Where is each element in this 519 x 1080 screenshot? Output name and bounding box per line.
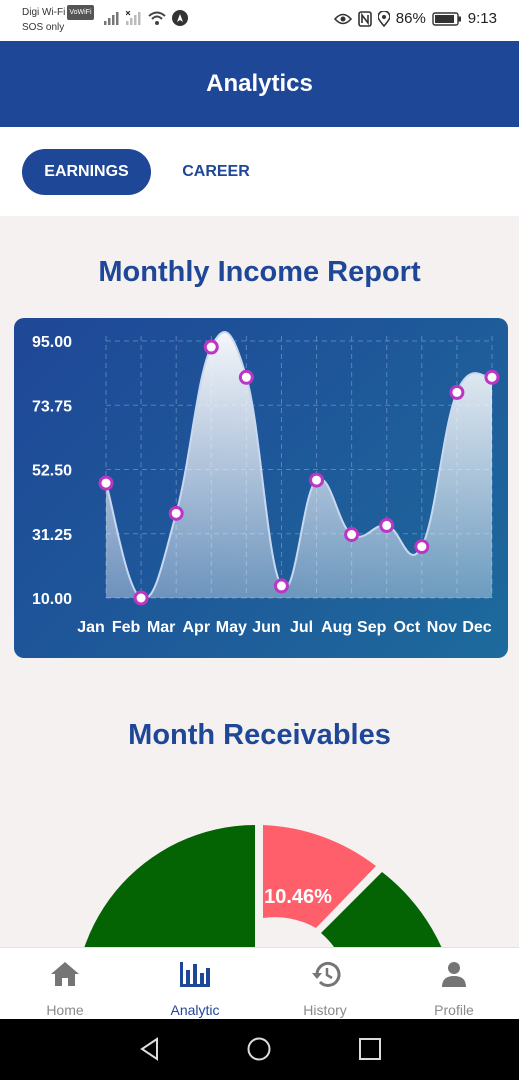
x-tick-label: Jul — [290, 619, 313, 636]
location-icon — [377, 10, 390, 27]
x-tick-label: Dec — [462, 619, 491, 636]
recents-icon[interactable] — [358, 1037, 382, 1061]
nav-home-label: Home — [46, 1002, 84, 1018]
y-tick-label: 73.75 — [32, 398, 72, 415]
tab-earnings[interactable]: EARNINGS — [22, 149, 151, 195]
receivables-segment-right[interactable] — [321, 872, 457, 948]
data-point-jun — [273, 578, 289, 594]
y-tick-label: 52.50 — [32, 463, 72, 480]
nav-analytic[interactable]: Analytic — [130, 948, 260, 1020]
carrier-name: Digi Wi-Fi — [22, 7, 66, 18]
wifi-icon — [148, 11, 166, 25]
nav-app-icon — [172, 10, 188, 26]
battery-percent: 86% — [395, 10, 426, 27]
data-point-may — [238, 369, 254, 385]
data-point-jul — [309, 472, 325, 488]
status-bar: Digi Wi-Fi VoWiFi SOS only 86% 9:13 — [0, 0, 519, 41]
bar-chart-icon — [180, 962, 210, 987]
nfc-icon — [357, 10, 372, 27]
signal-icons — [104, 10, 188, 26]
income-chart: 95.00 73.75 52.50 31.25 10.00 Jan Feb Mar Apr May… — [32, 331, 500, 636]
x-tick-label: Apr — [182, 619, 210, 636]
nav-home[interactable]: Home — [0, 948, 130, 1020]
income-report-title: Monthly Income Report — [98, 256, 421, 288]
vowifi-badge: VoWiFi — [67, 5, 94, 20]
data-point-dec — [484, 369, 500, 385]
clock: 9:13 — [467, 10, 497, 27]
battery-icon — [432, 11, 461, 26]
sos-text: SOS only — [22, 22, 65, 33]
data-point-sep — [379, 517, 395, 533]
y-tick-label: 10.00 — [32, 591, 72, 608]
back-icon[interactable] — [138, 1037, 162, 1061]
x-tick-label: Oct — [393, 619, 420, 636]
page-title: Analytics — [206, 70, 313, 97]
bottom-navigation: Home Analytic History Profile — [0, 947, 519, 1019]
home-icon — [51, 962, 79, 986]
receivables-segment-highlight[interactable] — [263, 825, 376, 928]
receivables-chart: 10.46% — [0, 800, 519, 948]
income-area — [106, 332, 492, 599]
signal-no-service-icon — [126, 11, 141, 25]
data-point-aug — [344, 527, 360, 543]
income-chart-card: 95.00 73.75 52.50 31.25 10.00 Jan Feb Mar Apr May… — [14, 318, 508, 658]
status-right: 86% 9:13 — [333, 10, 497, 27]
tab-career[interactable]: CAREER — [182, 163, 250, 180]
receivables-title: Month Receivables — [128, 719, 391, 751]
system-navigation — [0, 1019, 519, 1080]
nav-history[interactable]: History — [260, 948, 390, 1020]
y-tick-label: 31.25 — [32, 527, 72, 544]
x-tick-label: Aug — [321, 619, 352, 636]
receivables-segment-left[interactable] — [75, 825, 255, 948]
app-bar: Analytics — [0, 41, 519, 127]
receivables-percent-label: 10.46% — [264, 886, 332, 908]
x-tick-label: Feb — [112, 619, 141, 636]
home-circle-icon[interactable] — [247, 1037, 271, 1061]
data-point-nov — [449, 384, 465, 400]
data-point-jan — [98, 475, 114, 491]
data-point-oct — [414, 539, 430, 555]
data-point-mar — [168, 505, 184, 521]
x-tick-label: May — [216, 619, 247, 636]
x-tick-label: Mar — [147, 619, 175, 636]
x-tick-label: Jun — [252, 619, 280, 636]
nav-profile-label: Profile — [434, 1002, 474, 1018]
nav-profile[interactable]: Profile — [389, 948, 519, 1020]
history-icon — [312, 961, 341, 987]
person-icon — [442, 962, 466, 987]
eye-icon — [333, 13, 352, 24]
y-tick-label: 95.00 — [32, 334, 72, 351]
carrier-info: Digi Wi-Fi VoWiFi SOS only — [22, 5, 94, 35]
nav-history-label: History — [303, 1002, 347, 1018]
data-point-apr — [203, 339, 219, 355]
x-tick-label: Nov — [427, 619, 457, 636]
signal-icon — [104, 12, 119, 25]
data-point-feb — [133, 590, 149, 606]
tab-bar: EARNINGS CAREER — [0, 127, 519, 216]
x-tick-label: Sep — [357, 619, 387, 636]
nav-analytic-label: Analytic — [170, 1002, 220, 1018]
x-tick-label: Jan — [77, 619, 105, 636]
